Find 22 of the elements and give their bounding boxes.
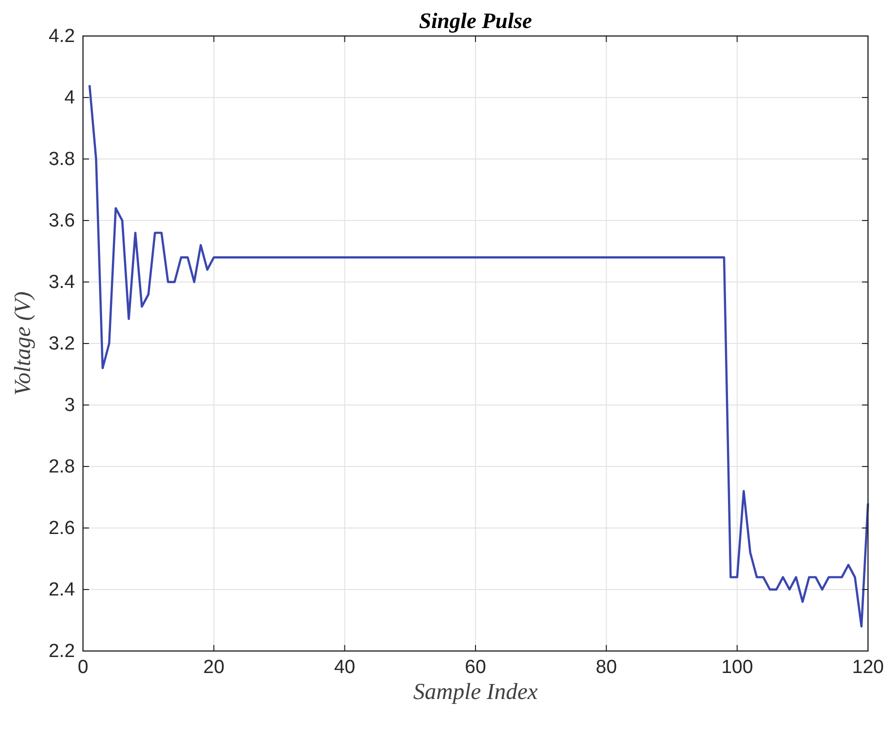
x-axis-title: Sample Index [413, 679, 539, 704]
line-series [88, 84, 870, 628]
x-tick-label: 80 [596, 657, 617, 678]
chart-title: Single Pulse [418, 8, 532, 33]
y-tick-label: 2.8 [48, 456, 75, 478]
y-tick-label: 4.2 [48, 26, 75, 47]
y-axis-title: Voltage (V) [10, 291, 35, 396]
y-tick-label: 2.6 [48, 518, 75, 539]
y-tick-label: 4 [64, 88, 76, 108]
x-tick-label: 0 [78, 657, 88, 678]
x-tick-label: 100 [721, 657, 754, 678]
x-tick-label: 60 [464, 657, 486, 678]
x-tick-label: 20 [203, 657, 224, 678]
y-tick-label: 3 [64, 395, 75, 416]
y-tick-label: 2.4 [48, 580, 76, 600]
x-tick-label: 120 [852, 657, 884, 678]
y-tick-label: 3.2 [48, 334, 75, 354]
y-tick-label: 3.4 [48, 272, 76, 293]
y-tick-label: 2.2 [48, 641, 75, 662]
y-tick-label: 3.6 [48, 210, 75, 232]
x-tick-label: 40 [334, 657, 356, 678]
y-tick-label: 3.8 [48, 149, 75, 170]
